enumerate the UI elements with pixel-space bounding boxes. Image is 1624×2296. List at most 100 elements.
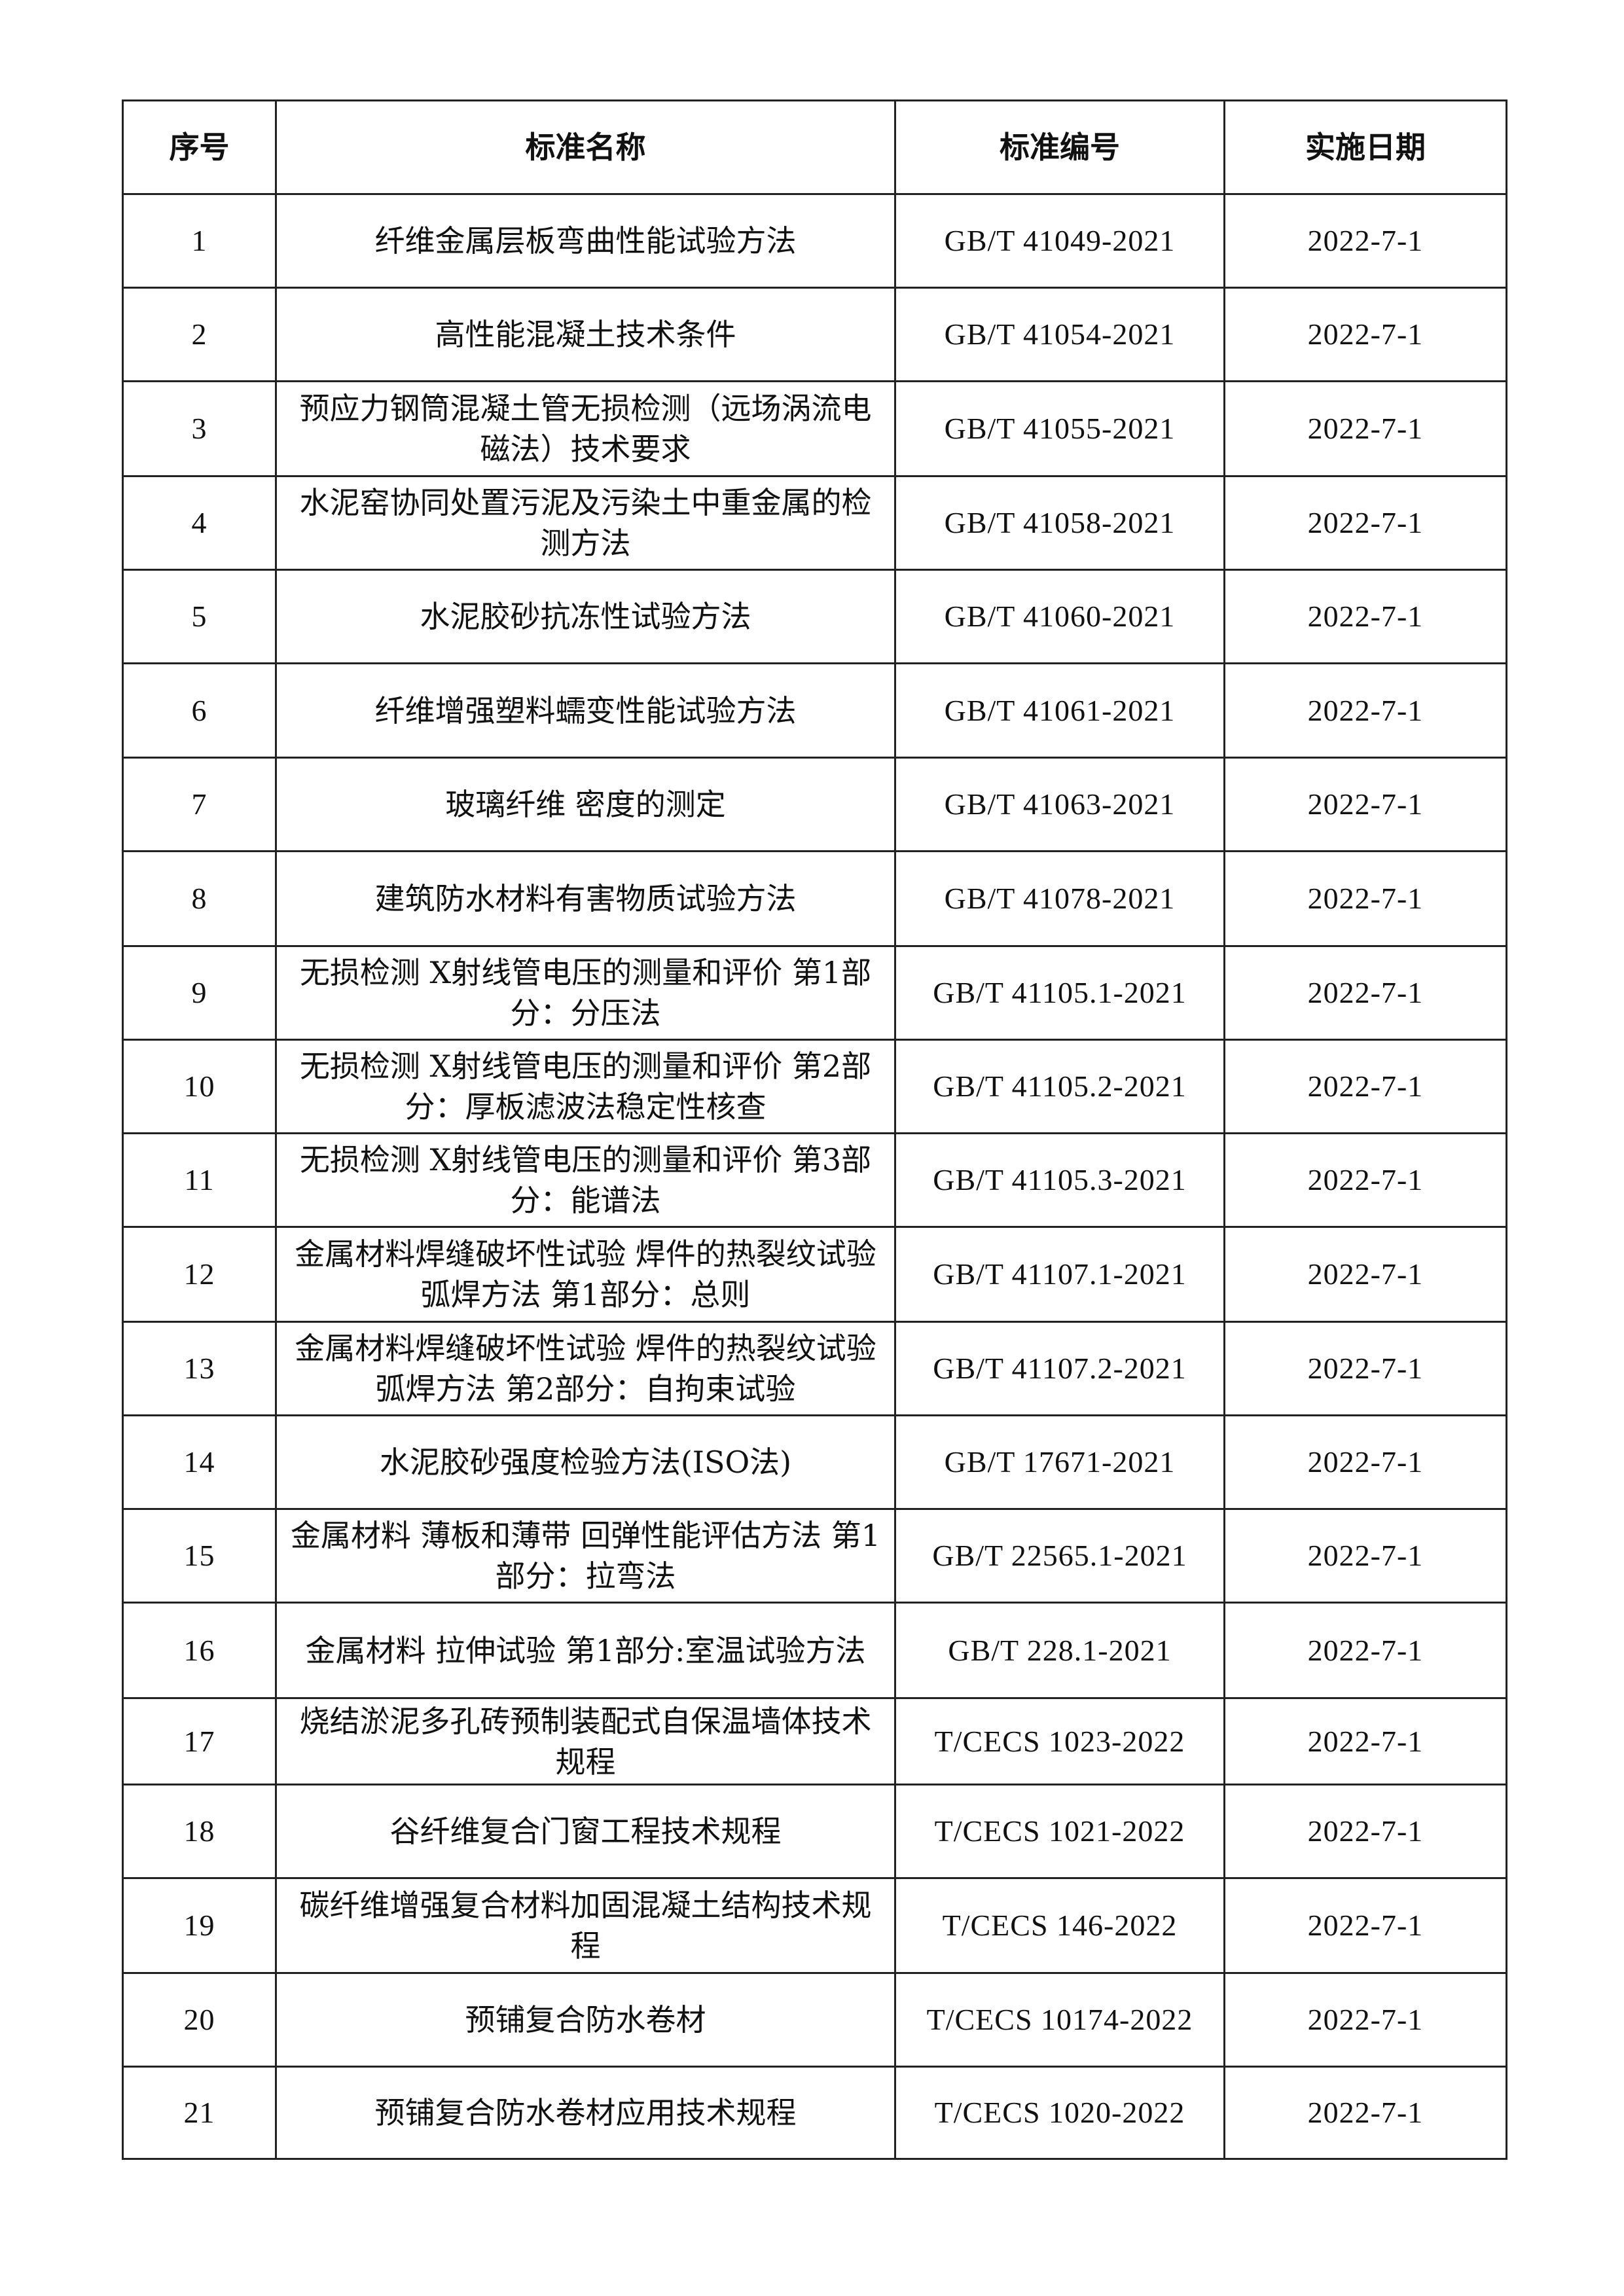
- standard-name-cell: 金属材料焊缝破坏性试验 焊件的热裂纹试验 弧焊方法 第2部分：自拘束试验: [275, 1321, 896, 1416]
- serial-number-cell: 13: [122, 1321, 277, 1416]
- table-row: 16 金属材料 拉伸试验 第1部分:室温试验方法 GB/T 228.1-2021 20…: [122, 1602, 1507, 1699]
- standard-name-cell: 纤维增强塑料蠕变性能试验方法: [275, 662, 896, 759]
- serial-number-cell: 8: [122, 850, 277, 947]
- standard-name-cell: 碳纤维增强复合材料加固混凝土结构技术规程: [275, 1877, 896, 1974]
- table-row: 11 无损检测 X射线管电压的测量和评价 第3部分：能谱法 GB/T 41105.3…: [122, 1132, 1507, 1228]
- serial-number-cell: 16: [122, 1602, 277, 1699]
- effective-date-cell: 2022-7-1: [1223, 662, 1507, 759]
- table-row: 5 水泥胶砂抗冻性试验方法 GB/T 41060-2021 2022-7-1: [122, 569, 1507, 664]
- table-row: 14 水泥胶砂强度检验方法(ISO法) GB/T 17671-2021 2022-7-…: [122, 1414, 1507, 1510]
- serial-number-cell: 20: [122, 1972, 277, 2068]
- serial-number-cell: 11: [122, 1132, 277, 1228]
- standard-code-cell: T/CECS 146-2022: [894, 1877, 1225, 1974]
- standard-name-cell: 预铺复合防水卷材应用技术规程: [275, 2066, 896, 2160]
- standard-code-cell: GB/T 41055-2021: [894, 380, 1225, 477]
- header-effective-date: 实施日期: [1223, 99, 1507, 195]
- serial-number-cell: 14: [122, 1414, 277, 1510]
- standards-table: 序号 标准名称 标准编号 实施日期 1 纤维金属层板弯曲性能试验方法 GB/T 41…: [122, 99, 1507, 2160]
- effective-date-cell: 2022-7-1: [1223, 569, 1507, 664]
- effective-date-cell: 2022-7-1: [1223, 1508, 1507, 1604]
- serial-number-cell: 10: [122, 1039, 277, 1134]
- serial-number-cell: 3: [122, 380, 277, 477]
- standard-name-cell: 预铺复合防水卷材: [275, 1972, 896, 2068]
- standard-name-cell: 纤维金属层板弯曲性能试验方法: [275, 193, 896, 289]
- table-row: 10 无损检测 X射线管电压的测量和评价 第2部分：厚板滤波法稳定性核查 GB/T …: [122, 1039, 1507, 1134]
- standard-code-cell: GB/T 17671-2021: [894, 1414, 1225, 1510]
- standard-code-cell: GB/T 41107.1-2021: [894, 1226, 1225, 1323]
- table-row: 17 烧结淤泥多孔砖预制装配式自保温墙体技术规程 T/CECS 1023-2022 2…: [122, 1697, 1507, 1785]
- standard-code-cell: GB/T 228.1-2021: [894, 1602, 1225, 1699]
- serial-number-cell: 21: [122, 2066, 277, 2160]
- standard-name-cell: 无损检测 X射线管电压的测量和评价 第2部分：厚板滤波法稳定性核查: [275, 1039, 896, 1134]
- standard-name-cell: 金属材料焊缝破坏性试验 焊件的热裂纹试验 弧焊方法 第1部分：总则: [275, 1226, 896, 1323]
- header-row: 序号 标准名称 标准编号 实施日期: [122, 99, 1507, 195]
- serial-number-cell: 19: [122, 1877, 277, 1974]
- serial-number-cell: 1: [122, 193, 277, 289]
- table-row: 3 预应力钢筒混凝土管无损检测（远场涡流电磁法）技术要求 GB/T 41055-20…: [122, 380, 1507, 477]
- standard-code-cell: GB/T 41063-2021: [894, 757, 1225, 852]
- standard-name-cell: 金属材料 薄板和薄带 回弹性能评估方法 第1部分：拉弯法: [275, 1508, 896, 1604]
- standard-name-cell: 无损检测 X射线管电压的测量和评价 第3部分：能谱法: [275, 1132, 896, 1228]
- table-row: 13 金属材料焊缝破坏性试验 焊件的热裂纹试验 弧焊方法 第2部分：自拘束试验 GB…: [122, 1321, 1507, 1416]
- serial-number-cell: 6: [122, 662, 277, 759]
- effective-date-cell: 2022-7-1: [1223, 1697, 1507, 1785]
- effective-date-cell: 2022-7-1: [1223, 1132, 1507, 1228]
- table-row: 12 金属材料焊缝破坏性试验 焊件的热裂纹试验 弧焊方法 第1部分：总则 GB/T …: [122, 1226, 1507, 1323]
- standard-code-cell: GB/T 41105.3-2021: [894, 1132, 1225, 1228]
- standard-code-cell: GB/T 41049-2021: [894, 193, 1225, 289]
- standard-name-cell: 预应力钢筒混凝土管无损检测（远场涡流电磁法）技术要求: [275, 380, 896, 477]
- effective-date-cell: 2022-7-1: [1223, 1877, 1507, 1974]
- standard-code-cell: GB/T 41058-2021: [894, 475, 1225, 571]
- standard-code-cell: GB/T 41060-2021: [894, 569, 1225, 664]
- table-row: 6 纤维增强塑料蠕变性能试验方法 GB/T 41061-2021 2022-7-1: [122, 662, 1507, 759]
- effective-date-cell: 2022-7-1: [1223, 1784, 1507, 1879]
- serial-number-cell: 12: [122, 1226, 277, 1323]
- serial-number-cell: 18: [122, 1784, 277, 1879]
- serial-number-cell: 7: [122, 757, 277, 852]
- table-row: 19 碳纤维增强复合材料加固混凝土结构技术规程 T/CECS 146-2022 202…: [122, 1877, 1507, 1974]
- serial-number-cell: 15: [122, 1508, 277, 1604]
- effective-date-cell: 2022-7-1: [1223, 757, 1507, 852]
- effective-date-cell: 2022-7-1: [1223, 2066, 1507, 2160]
- standard-code-cell: GB/T 41054-2021: [894, 287, 1225, 382]
- effective-date-cell: 2022-7-1: [1223, 193, 1507, 289]
- effective-date-cell: 2022-7-1: [1223, 1039, 1507, 1134]
- header-standard-code: 标准编号: [894, 99, 1225, 195]
- standard-code-cell: GB/T 41105.2-2021: [894, 1039, 1225, 1134]
- standard-code-cell: T/CECS 1020-2022: [894, 2066, 1225, 2160]
- serial-number-cell: 17: [122, 1697, 277, 1785]
- table-row: 9 无损检测 X射线管电压的测量和评价 第1部分：分压法 GB/T 41105.1-…: [122, 945, 1507, 1041]
- standard-code-cell: GB/T 41078-2021: [894, 850, 1225, 947]
- header-serial-number: 序号: [122, 99, 277, 195]
- table-row: 1 纤维金属层板弯曲性能试验方法 GB/T 41049-2021 2022-7-1: [122, 193, 1507, 289]
- table-row: 2 高性能混凝土技术条件 GB/T 41054-2021 2022-7-1: [122, 287, 1507, 382]
- header-standard-name: 标准名称: [275, 99, 896, 195]
- serial-number-cell: 2: [122, 287, 277, 382]
- table-row: 18 谷纤维复合门窗工程技术规程 T/CECS 1021-2022 2022-7-1: [122, 1784, 1507, 1879]
- effective-date-cell: 2022-7-1: [1223, 1414, 1507, 1510]
- standard-code-cell: GB/T 41105.1-2021: [894, 945, 1225, 1041]
- standard-code-cell: GB/T 41107.2-2021: [894, 1321, 1225, 1416]
- effective-date-cell: 2022-7-1: [1223, 1602, 1507, 1699]
- effective-date-cell: 2022-7-1: [1223, 380, 1507, 477]
- standard-name-cell: 建筑防水材料有害物质试验方法: [275, 850, 896, 947]
- effective-date-cell: 2022-7-1: [1223, 1972, 1507, 2068]
- table-row: 15 金属材料 薄板和薄带 回弹性能评估方法 第1部分：拉弯法 GB/T 22565…: [122, 1508, 1507, 1604]
- standard-code-cell: T/CECS 1021-2022: [894, 1784, 1225, 1879]
- effective-date-cell: 2022-7-1: [1223, 475, 1507, 571]
- table-row: 8 建筑防水材料有害物质试验方法 GB/T 41078-2021 2022-7-1: [122, 850, 1507, 947]
- standard-code-cell: T/CECS 1023-2022: [894, 1697, 1225, 1785]
- standard-name-cell: 玻璃纤维 密度的测定: [275, 757, 896, 852]
- standard-code-cell: T/CECS 10174-2022: [894, 1972, 1225, 2068]
- standard-code-cell: GB/T 22565.1-2021: [894, 1508, 1225, 1604]
- standard-name-cell: 水泥胶砂强度检验方法(ISO法): [275, 1414, 896, 1510]
- effective-date-cell: 2022-7-1: [1223, 1321, 1507, 1416]
- serial-number-cell: 9: [122, 945, 277, 1041]
- effective-date-cell: 2022-7-1: [1223, 287, 1507, 382]
- effective-date-cell: 2022-7-1: [1223, 850, 1507, 947]
- standard-code-cell: GB/T 41061-2021: [894, 662, 1225, 759]
- table-row: 7 玻璃纤维 密度的测定 GB/T 41063-2021 2022-7-1: [122, 757, 1507, 852]
- standard-name-cell: 谷纤维复合门窗工程技术规程: [275, 1784, 896, 1879]
- table-row: 4 水泥窑协同处置污泥及污染土中重金属的检测方法 GB/T 41058-2021 20…: [122, 475, 1507, 571]
- table-row: 21 预铺复合防水卷材应用技术规程 T/CECS 1020-2022 2022-7-1: [122, 2066, 1507, 2160]
